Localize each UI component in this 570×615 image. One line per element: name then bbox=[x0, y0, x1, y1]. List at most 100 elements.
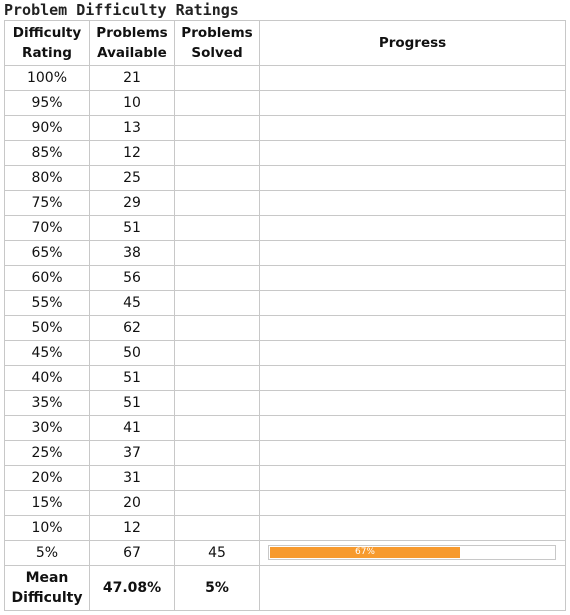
problems-available-cell: 41 bbox=[90, 416, 175, 441]
problems-available-cell: 29 bbox=[90, 191, 175, 216]
table-row: 10% 12 bbox=[5, 516, 566, 541]
progress-cell bbox=[260, 366, 566, 391]
table-row: 60% 56 bbox=[5, 266, 566, 291]
problems-available-cell: 21 bbox=[90, 66, 175, 91]
problems-solved-cell bbox=[175, 166, 260, 191]
column-header-rating: Difficulty Rating bbox=[5, 21, 90, 66]
difficulty-rating-cell: 15% bbox=[5, 491, 90, 516]
problems-available-cell: 51 bbox=[90, 391, 175, 416]
problems-solved-cell bbox=[175, 91, 260, 116]
progress-cell bbox=[260, 166, 566, 191]
problems-solved-cell bbox=[175, 266, 260, 291]
progress-cell bbox=[260, 291, 566, 316]
progress-bar-label: 67% bbox=[269, 546, 461, 559]
mean-difficulty-label: Mean Difficulty bbox=[5, 566, 90, 611]
progress-cell bbox=[260, 91, 566, 116]
problems-solved-cell bbox=[175, 66, 260, 91]
problems-available-cell: 10 bbox=[90, 91, 175, 116]
table-row: 35% 51 bbox=[5, 391, 566, 416]
problems-available-cell: 67 bbox=[90, 541, 175, 566]
problems-solved-cell bbox=[175, 466, 260, 491]
column-header-solved: Problems Solved bbox=[175, 21, 260, 66]
table-row: 15% 20 bbox=[5, 491, 566, 516]
progress-cell bbox=[260, 416, 566, 441]
difficulty-rating-cell: 5% bbox=[5, 541, 90, 566]
problems-solved-cell bbox=[175, 241, 260, 266]
problems-available-cell: 56 bbox=[90, 266, 175, 291]
table-row: 20% 31 bbox=[5, 466, 566, 491]
table-row: 45% 50 bbox=[5, 341, 566, 366]
table-row: 30% 41 bbox=[5, 416, 566, 441]
table-row: 95% 10 bbox=[5, 91, 566, 116]
mean-difficulty-value: 47.08% bbox=[90, 566, 175, 611]
problems-available-cell: 13 bbox=[90, 116, 175, 141]
table-row: 50% 62 bbox=[5, 316, 566, 341]
table-row: 65% 38 bbox=[5, 241, 566, 266]
difficulty-rating-cell: 40% bbox=[5, 366, 90, 391]
problems-solved-cell bbox=[175, 291, 260, 316]
table-row: 90% 13 bbox=[5, 116, 566, 141]
column-header-available: Problems Available bbox=[90, 21, 175, 66]
problems-available-cell: 51 bbox=[90, 216, 175, 241]
difficulty-rating-cell: 25% bbox=[5, 441, 90, 466]
problems-available-cell: 12 bbox=[90, 141, 175, 166]
progress-cell bbox=[260, 341, 566, 366]
table-row: 25% 37 bbox=[5, 441, 566, 466]
problems-available-cell: 12 bbox=[90, 516, 175, 541]
problems-solved-cell bbox=[175, 366, 260, 391]
mean-progress-cell bbox=[260, 566, 566, 611]
difficulty-rating-cell: 100% bbox=[5, 66, 90, 91]
problems-solved-cell bbox=[175, 491, 260, 516]
progress-bar: 67% bbox=[268, 545, 556, 560]
mean-difficulty-row: Mean Difficulty 47.08% 5% bbox=[5, 566, 566, 611]
mean-solved-value: 5% bbox=[175, 566, 260, 611]
table-row: 80% 25 bbox=[5, 166, 566, 191]
progress-cell bbox=[260, 491, 566, 516]
problems-solved-cell bbox=[175, 441, 260, 466]
problems-available-cell: 25 bbox=[90, 166, 175, 191]
problems-solved-cell bbox=[175, 341, 260, 366]
progress-cell bbox=[260, 391, 566, 416]
problems-available-cell: 38 bbox=[90, 241, 175, 266]
table-row: 70% 51 bbox=[5, 216, 566, 241]
progress-cell bbox=[260, 116, 566, 141]
progress-cell bbox=[260, 466, 566, 491]
difficulty-rating-cell: 90% bbox=[5, 116, 90, 141]
table-row: 100% 21 bbox=[5, 66, 566, 91]
difficulty-rating-cell: 75% bbox=[5, 191, 90, 216]
problems-solved-cell bbox=[175, 391, 260, 416]
page-title: Problem Difficulty Ratings bbox=[4, 1, 239, 20]
progress-cell bbox=[260, 241, 566, 266]
difficulty-rating-cell: 80% bbox=[5, 166, 90, 191]
problems-solved-cell bbox=[175, 316, 260, 341]
progress-cell bbox=[260, 141, 566, 166]
difficulty-rating-cell: 35% bbox=[5, 391, 90, 416]
progress-cell bbox=[260, 66, 566, 91]
table-row: 85% 12 bbox=[5, 141, 566, 166]
problems-solved-cell bbox=[175, 116, 260, 141]
problems-available-cell: 31 bbox=[90, 466, 175, 491]
problems-available-cell: 50 bbox=[90, 341, 175, 366]
difficulty-rating-cell: 55% bbox=[5, 291, 90, 316]
difficulty-rating-cell: 95% bbox=[5, 91, 90, 116]
column-header-progress: Progress bbox=[260, 21, 566, 66]
difficulty-rating-cell: 45% bbox=[5, 341, 90, 366]
problems-solved-cell bbox=[175, 191, 260, 216]
problems-available-cell: 45 bbox=[90, 291, 175, 316]
table-row: 55% 45 bbox=[5, 291, 566, 316]
table-header-row: Difficulty Rating Problems Available Pro… bbox=[5, 21, 566, 66]
progress-cell bbox=[260, 266, 566, 291]
progress-cell bbox=[260, 441, 566, 466]
table-row: 5% 67 45 67% bbox=[5, 541, 566, 566]
problems-solved-cell bbox=[175, 141, 260, 166]
difficulty-rating-cell: 70% bbox=[5, 216, 90, 241]
progress-cell bbox=[260, 216, 566, 241]
difficulty-rating-cell: 60% bbox=[5, 266, 90, 291]
difficulty-ratings-table: Difficulty Rating Problems Available Pro… bbox=[4, 20, 566, 611]
table-row: 40% 51 bbox=[5, 366, 566, 391]
difficulty-rating-cell: 10% bbox=[5, 516, 90, 541]
problems-available-cell: 62 bbox=[90, 316, 175, 341]
progress-cell bbox=[260, 316, 566, 341]
difficulty-rating-cell: 85% bbox=[5, 141, 90, 166]
difficulty-rating-cell: 50% bbox=[5, 316, 90, 341]
